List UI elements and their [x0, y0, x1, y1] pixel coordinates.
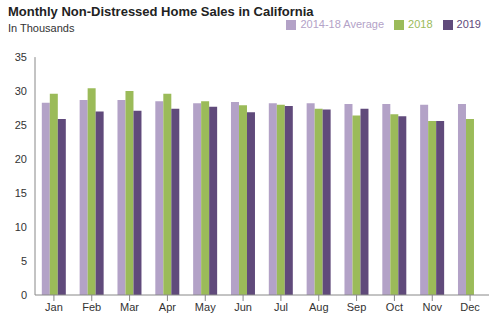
svg-text:Aug: Aug [309, 301, 329, 313]
svg-text:Sep: Sep [347, 301, 367, 313]
html-text:In Thousands: In Thousands [8, 22, 75, 34]
svg-text:Jul: Jul [274, 301, 288, 313]
svg-text:Nov: Nov [422, 301, 442, 313]
svg-text:Jun: Jun [234, 301, 252, 313]
svg-text:Jan: Jan [45, 301, 63, 313]
svg-text:20: 20 [15, 153, 27, 165]
html-text:2019: 2019 [456, 18, 481, 30]
svg-text:Feb: Feb [82, 301, 101, 313]
html-text:Monthly Non-Distressed Home Sa: Monthly Non-Distressed Home Sales in Cal… [8, 4, 314, 19]
svg-text:30: 30 [15, 85, 27, 97]
html-text:2018: 2018 [408, 18, 433, 30]
svg-text:5: 5 [21, 255, 27, 267]
svg-text:Apr: Apr [159, 301, 176, 313]
svg-text:0: 0 [21, 289, 27, 301]
svg-text:Dec: Dec [460, 301, 480, 313]
html-text:2014-18 Average: 2014-18 Average [300, 18, 384, 30]
svg-text:15: 15 [15, 187, 27, 199]
svg-text:May: May [195, 301, 216, 313]
svg-text:Oct: Oct [386, 301, 403, 313]
svg-text:10: 10 [15, 221, 27, 233]
svg-text:25: 25 [15, 119, 27, 131]
svg-text:35: 35 [15, 51, 27, 63]
svg-text:Mar: Mar [120, 301, 139, 313]
